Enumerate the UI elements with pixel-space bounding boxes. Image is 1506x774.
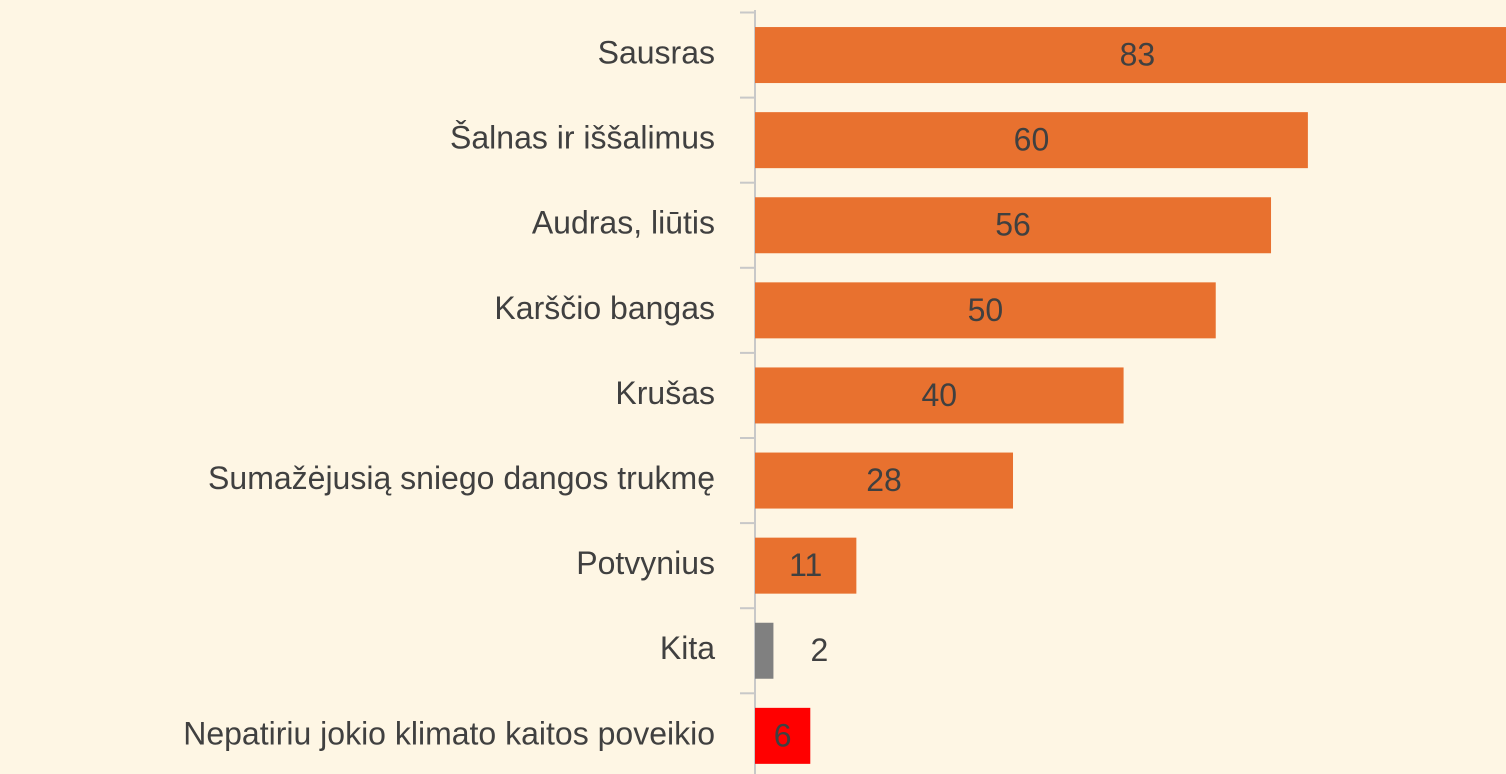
bar bbox=[755, 197, 1272, 254]
bar bbox=[755, 367, 1124, 424]
category-label: Sausras bbox=[598, 35, 715, 71]
data-label: 2 bbox=[811, 632, 829, 668]
data-label: 28 bbox=[866, 462, 902, 498]
category-label: Šalnas ir iššalimus bbox=[450, 120, 715, 156]
category-label: Sumažėjusią sniego dangos trukmę bbox=[208, 460, 715, 496]
bar bbox=[755, 27, 1506, 84]
category-label: Potvynius bbox=[576, 545, 715, 581]
bar bbox=[755, 622, 774, 679]
category-label: Nepatiriu jokio klimato kaitos poveikio bbox=[183, 715, 715, 751]
data-label: 83 bbox=[1120, 37, 1156, 73]
category-label: Audras, liūtis bbox=[532, 205, 715, 241]
data-label: 40 bbox=[921, 377, 957, 413]
data-label: 56 bbox=[995, 207, 1031, 243]
category-label: Krušas bbox=[615, 375, 715, 411]
category-label: Karščio bangas bbox=[494, 290, 715, 326]
bar bbox=[755, 707, 811, 764]
category-label: Kita bbox=[660, 630, 715, 666]
bar bbox=[755, 537, 857, 594]
bar bbox=[755, 282, 1216, 339]
data-label: 11 bbox=[789, 547, 822, 583]
bar bbox=[755, 112, 1308, 169]
data-label: 60 bbox=[1014, 122, 1050, 158]
data-label: 6 bbox=[774, 717, 792, 753]
bar bbox=[755, 452, 1014, 509]
data-label: 50 bbox=[968, 292, 1004, 328]
